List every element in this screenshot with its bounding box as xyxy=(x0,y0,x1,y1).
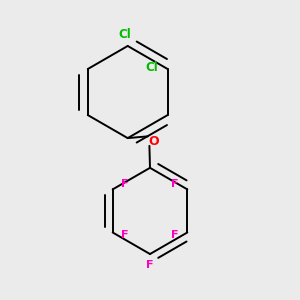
Text: Cl: Cl xyxy=(118,28,131,40)
Text: F: F xyxy=(146,260,154,270)
Text: F: F xyxy=(171,230,178,241)
Text: F: F xyxy=(122,179,129,189)
Text: F: F xyxy=(171,179,178,189)
Text: F: F xyxy=(122,230,129,241)
Text: Cl: Cl xyxy=(145,61,158,74)
Text: O: O xyxy=(149,135,160,148)
